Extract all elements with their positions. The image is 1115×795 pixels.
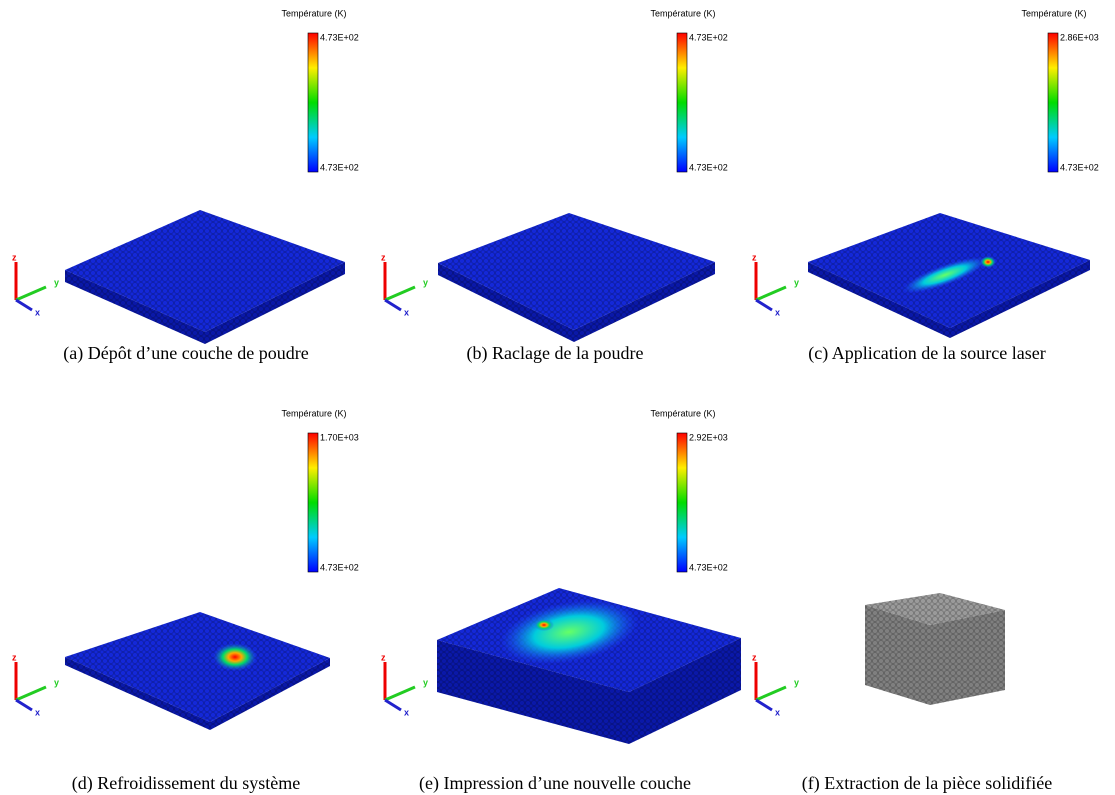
colorbar-min: 4.73E+02 — [689, 562, 728, 572]
caption: (e) Impression d’une nouvelle couche — [419, 773, 691, 794]
axis-label-y: y — [794, 677, 799, 687]
colorbar-min: 4.73E+02 — [320, 562, 359, 572]
colorbar — [307, 32, 319, 173]
axis-label-z: z — [381, 252, 386, 262]
panel: z y x Température (K) 4.73E+02 4.73E+02 (b) Ra… — [381, 8, 728, 364]
axis-y — [15, 285, 47, 302]
panel: z y x Température (K) 1.70E+03 4.73E+02 (d) Re… — [12, 408, 359, 794]
axis-label-x: x — [35, 707, 40, 717]
colorbar — [676, 32, 688, 173]
axis-label-z: z — [752, 252, 757, 262]
hot-spot — [213, 643, 257, 671]
axis-label-x: x — [35, 307, 40, 317]
axis-label-z: z — [752, 652, 757, 662]
caption: (c) Application de la source laser — [808, 343, 1045, 364]
axis-y — [384, 685, 416, 702]
axis-label-y: y — [423, 677, 428, 687]
axis-label-y: y — [54, 677, 59, 687]
colorbar-title: Température (K) — [281, 8, 346, 18]
axis-y — [15, 685, 47, 702]
slab-texture — [865, 593, 1005, 705]
colorbar-title: Température (K) — [281, 408, 346, 418]
panel: z y x Température (K) 2.86E+03 4.73E+02 (c) Ap… — [752, 8, 1099, 364]
panel: z y x (f) Extraction de la pièce solidifiée — [752, 593, 1052, 794]
axis-label-y: y — [423, 277, 428, 287]
axis-label-x: x — [775, 307, 780, 317]
colorbar-max: 4.73E+02 — [689, 32, 728, 42]
slab-texture — [65, 210, 345, 344]
axis-x — [384, 298, 402, 312]
axis-label-y: y — [54, 277, 59, 287]
axis-y — [755, 285, 787, 302]
axis-label-z: z — [12, 652, 17, 662]
caption: (f) Extraction de la pièce solidifiée — [802, 773, 1052, 794]
slab-texture — [65, 612, 330, 730]
caption: (d) Refroidissement du système — [72, 773, 300, 794]
hot-spot — [534, 619, 554, 631]
axis-x — [15, 298, 33, 312]
axis-label-z: z — [381, 652, 386, 662]
colorbar-max: 1.70E+03 — [320, 432, 359, 442]
axis-x — [755, 698, 773, 712]
axis-label-y: y — [794, 277, 799, 287]
caption: (a) Dépôt d’une couche de poudre — [63, 343, 308, 364]
axis-label-x: x — [404, 307, 409, 317]
axis-label-x: x — [404, 707, 409, 717]
hot-spot — [902, 256, 988, 294]
caption: (b) Raclage de la poudre — [467, 343, 644, 364]
colorbar-min: 4.73E+02 — [689, 162, 728, 172]
colorbar — [1047, 32, 1059, 173]
colorbar-max: 2.92E+03 — [689, 432, 728, 442]
axis-x — [384, 698, 402, 712]
colorbar — [676, 432, 688, 573]
colorbar-min: 4.73E+02 — [320, 162, 359, 172]
colorbar-title: Température (K) — [650, 408, 715, 418]
axis-y — [755, 685, 787, 702]
panel: z y x Température (K) 2.92E+03 4.73E+02 (e) Im… — [381, 408, 741, 794]
axis-x — [755, 298, 773, 312]
axis-y — [384, 285, 416, 302]
colorbar — [307, 432, 319, 573]
colorbar-min: 4.73E+02 — [1060, 162, 1099, 172]
hot-spot — [980, 256, 996, 268]
colorbar-max: 2.86E+03 — [1060, 32, 1099, 42]
hot-spot — [499, 600, 639, 664]
colorbar-title: Température (K) — [650, 8, 715, 18]
colorbar-title: Température (K) — [1021, 8, 1086, 18]
axis-x — [15, 698, 33, 712]
panel: z y x Température (K) 4.73E+02 4.73E+02 (a) Dé… — [12, 8, 359, 364]
colorbar-max: 4.73E+02 — [320, 32, 359, 42]
axis-label-x: x — [775, 707, 780, 717]
axis-label-z: z — [12, 252, 17, 262]
slab-texture — [438, 213, 715, 342]
